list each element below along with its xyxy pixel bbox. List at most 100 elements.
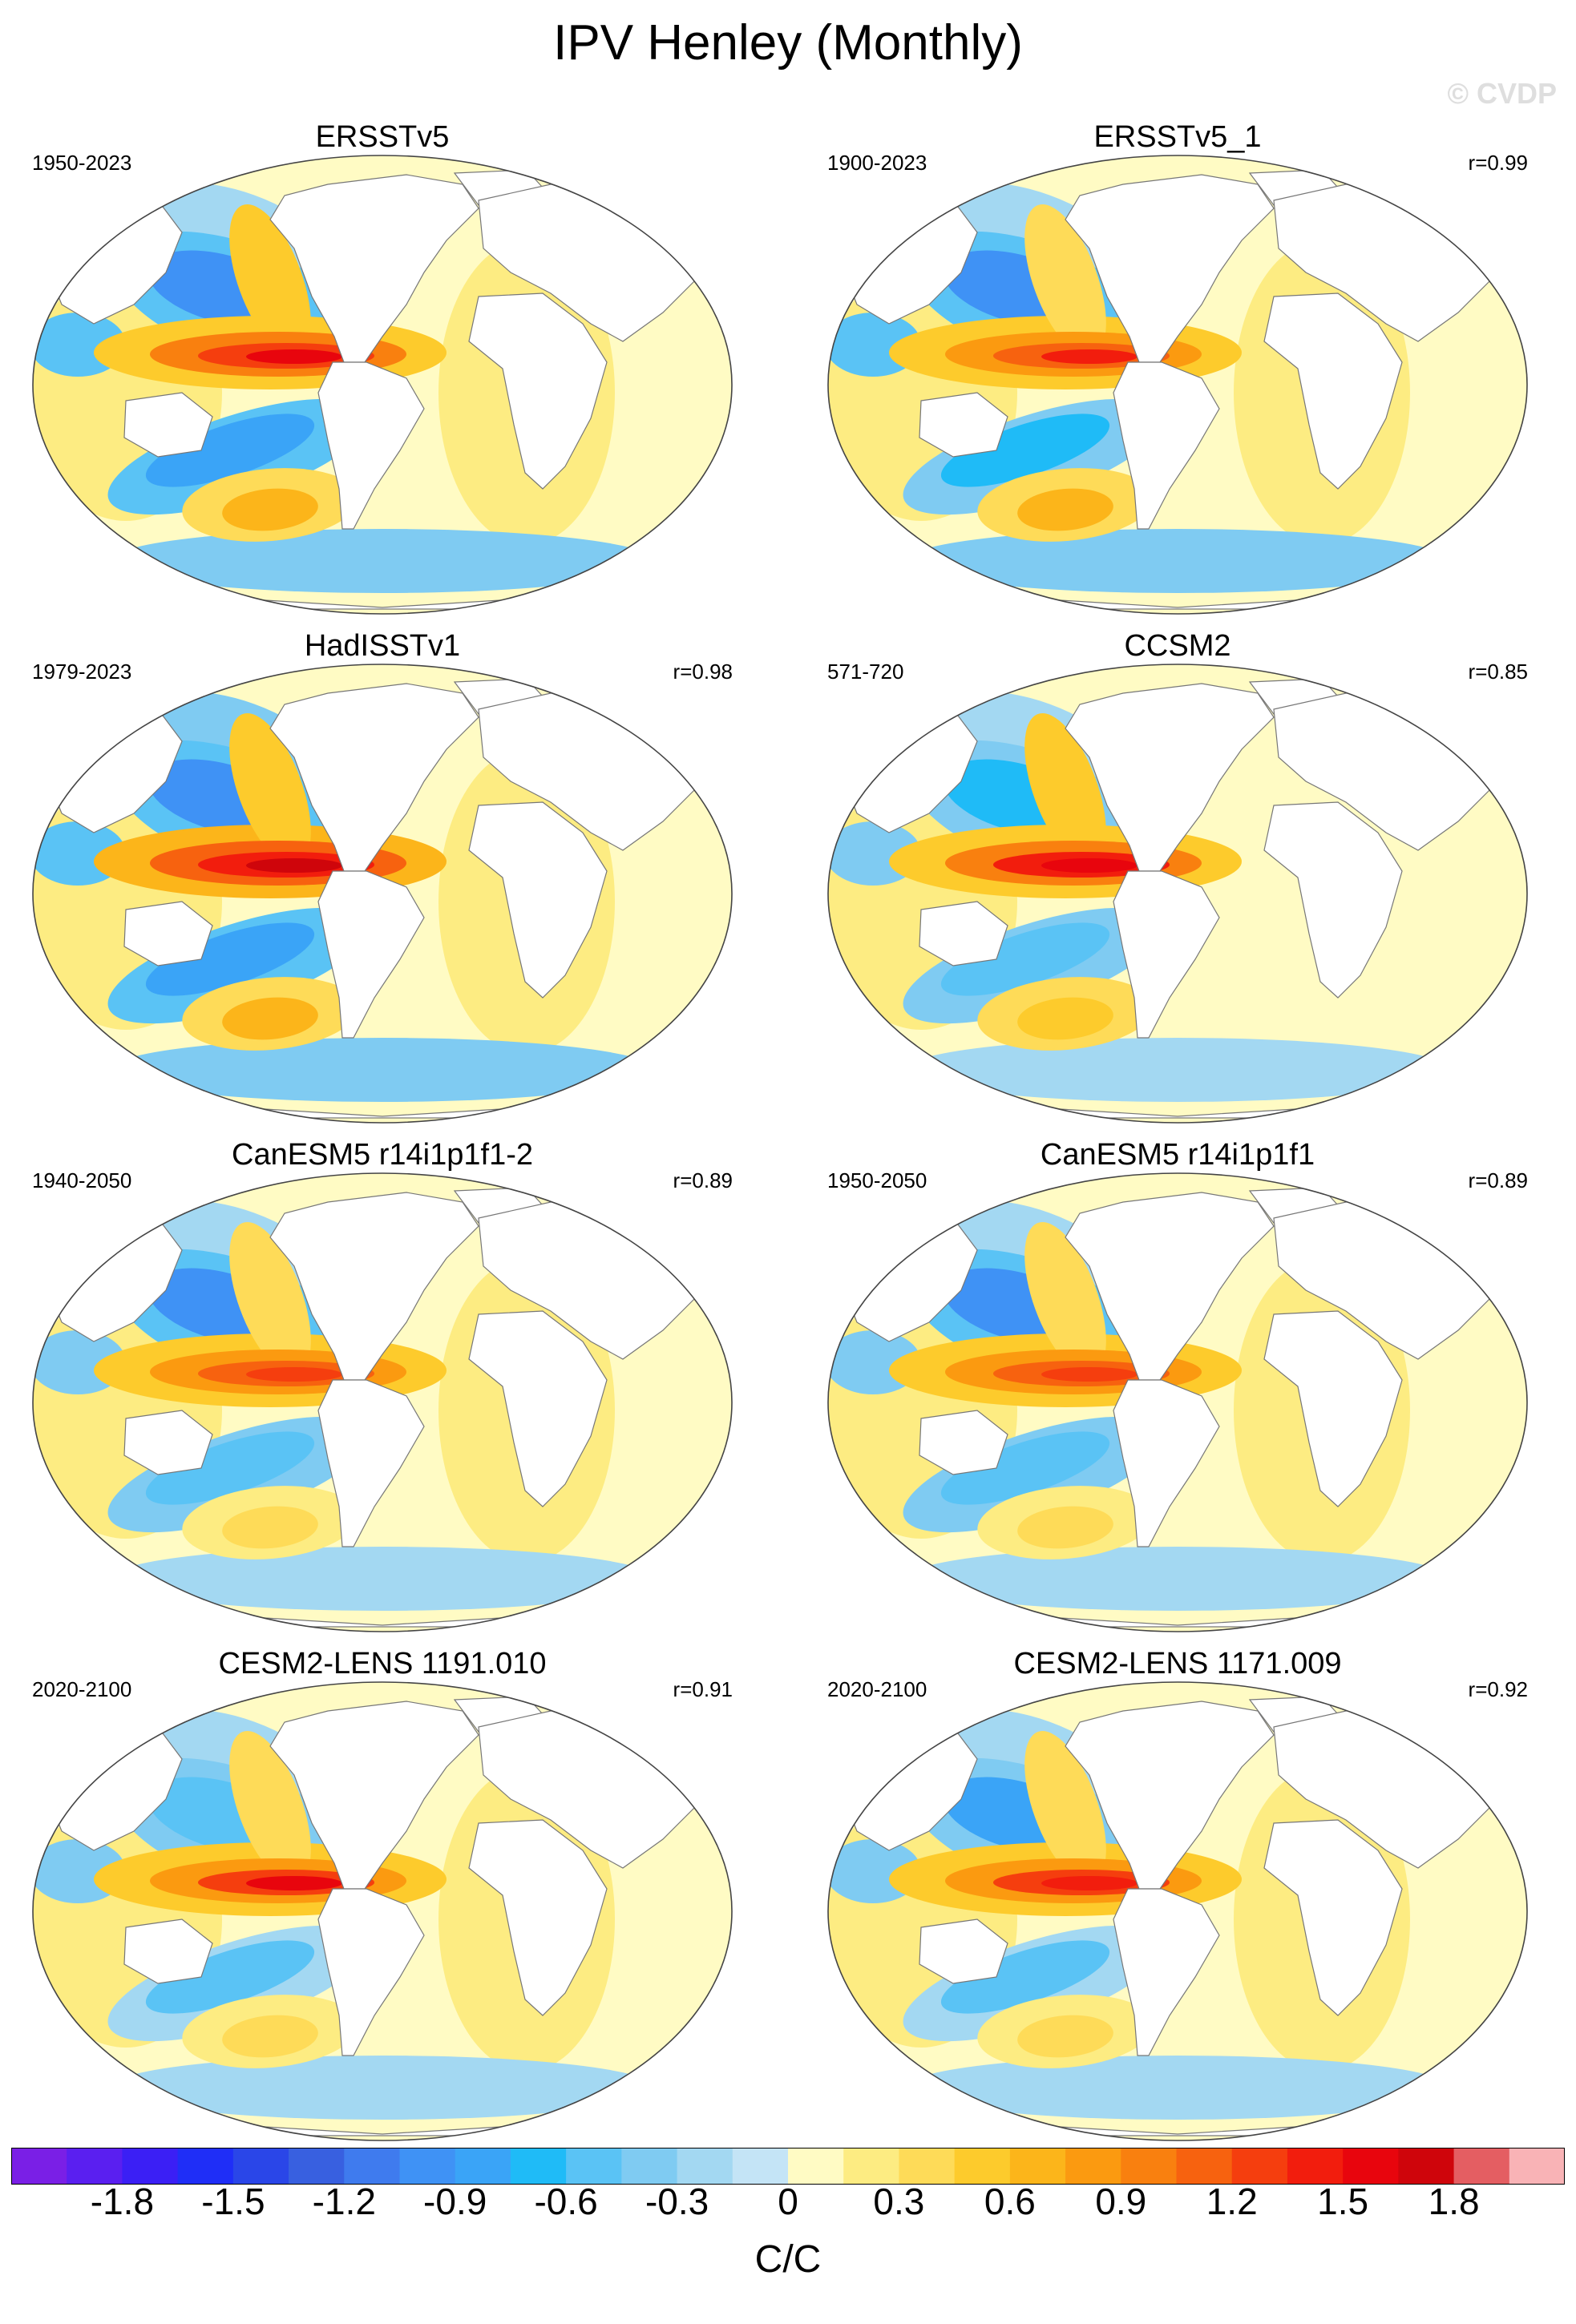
map-border — [827, 1681, 1528, 2141]
colorbar-tick-label: -1.2 — [312, 2181, 376, 2222]
world-map — [827, 1172, 1528, 1632]
panel-period: 1950-2050 — [827, 1168, 927, 1192]
colorbar-units: C/C — [754, 2238, 822, 2281]
colorbar-tick-labels: -1.8 -1.5 -1.2 -0.9 -0.6 -0.3 0 0.3 0.6 0.9 1.2 1.5… — [0, 2180, 1576, 2236]
south-pacific-cool-core — [940, 1940, 1110, 2014]
panel-period: 2020-2100 — [32, 1677, 132, 1701]
map-border — [32, 155, 733, 615]
south-pacific-warm-core — [1017, 997, 1113, 1040]
panel-title: CESM2-LENS 1171.009 — [1013, 1647, 1342, 1680]
colorbar — [11, 2148, 1565, 2185]
colorbar-swatch — [899, 2148, 956, 2185]
world-map — [32, 1681, 733, 2141]
southern-ocean-anomaly — [110, 529, 655, 593]
southern-ocean-anomaly — [905, 2056, 1450, 2120]
south-pacific-cool-core — [940, 1431, 1110, 1505]
equatorial-pacific-warm-core — [1041, 349, 1138, 364]
continent-australia — [123, 901, 213, 966]
south-pacific-warm-core — [222, 488, 318, 531]
colorbar-swatch — [1176, 2148, 1233, 2185]
colorbar-tick-label: -0.3 — [645, 2181, 709, 2222]
equatorial-pacific-warm-core — [246, 858, 342, 873]
northeast-pacific-warm — [229, 1731, 311, 1883]
colorbar-tick-label: -1.5 — [201, 2181, 265, 2222]
equatorial-pacific-warm-core — [1041, 1876, 1138, 1890]
colorbar-swatch — [67, 2148, 123, 2185]
colorbar-swatch — [788, 2148, 844, 2185]
southern-ocean-anomaly — [110, 1547, 655, 1611]
map-panel-hadisstv1: HadISSTv1 1979-2023 r=0.98 — [10, 627, 755, 1140]
continent-africa — [468, 1310, 608, 1507]
equatorial-pacific-warm-core — [1041, 1367, 1138, 1382]
colorbar-swatch — [732, 2148, 789, 2185]
south-pacific-cool-core — [145, 922, 315, 996]
world-map — [827, 155, 1528, 615]
southern-ocean-anomaly — [110, 1038, 655, 1102]
south-pacific-warm-core — [222, 2015, 318, 2058]
colorbar-frame — [11, 2148, 1565, 2185]
southern-ocean-anomaly — [905, 529, 1450, 593]
map-panel-canesm5-r14i1p1f1: CanESM5 r14i1p1f1 1950-2050 r=0.89 — [805, 1136, 1550, 1649]
panel-period: 1950-2023 — [32, 151, 132, 175]
panel-period: 1900-2023 — [827, 151, 927, 175]
colorbar-swatch — [1065, 2148, 1121, 2185]
continent-south-america — [1113, 361, 1220, 530]
panel-correlation: r=0.85 — [1468, 660, 1528, 684]
continent-south-america — [1113, 870, 1220, 1039]
continent-africa — [1263, 1310, 1403, 1507]
continent-south-america — [317, 1379, 425, 1547]
panel-period: 2020-2100 — [827, 1677, 927, 1701]
world-map — [827, 1681, 1528, 2141]
continent-australia — [919, 392, 1008, 458]
colorbar-swatch — [455, 2148, 511, 2185]
continent-africa — [1263, 1819, 1403, 2016]
colorbar-swatch — [399, 2148, 456, 2185]
continent-south-america — [317, 361, 425, 530]
panel-title: ERSSTv5_1 — [1093, 120, 1262, 154]
south-pacific-warm-core — [1017, 488, 1113, 531]
colorbar-swatch — [1509, 2148, 1565, 2185]
south-pacific-cool-core — [940, 414, 1110, 487]
northeast-pacific-warm — [229, 713, 311, 865]
panel-title: CanESM5 r14i1p1f1-2 — [232, 1138, 533, 1172]
continent-africa — [1263, 801, 1403, 999]
continent-north-america — [1065, 683, 1275, 872]
continent-north-america — [1065, 174, 1275, 363]
equatorial-pacific-warm-core — [1041, 858, 1138, 873]
map-panel-canesm5-r14i1p1f1-2: CanESM5 r14i1p1f1-2 1940-2050 r=0.89 — [10, 1136, 755, 1649]
panel-title: CanESM5 r14i1p1f1 — [1040, 1138, 1315, 1172]
map-panel-ersstv5-1: ERSSTv5_1 1900-2023 r=0.99 — [805, 119, 1550, 631]
continent-north-america — [269, 1701, 479, 1890]
colorbar-swatch — [122, 2148, 179, 2185]
page-title: IPV Henley (Monthly) — [553, 15, 1023, 71]
continent-australia — [919, 901, 1008, 966]
colorbar-swatch — [289, 2148, 345, 2185]
panel-correlation: r=0.98 — [673, 660, 733, 684]
colorbar-tick-label: -1.8 — [90, 2181, 155, 2222]
continent-australia — [919, 1410, 1008, 1475]
map-border — [32, 1172, 733, 1632]
northeast-pacific-warm — [229, 1222, 311, 1374]
continent-south-america — [317, 870, 425, 1039]
colorbar-swatch — [1009, 2148, 1066, 2185]
continent-south-america — [317, 1888, 425, 2056]
continent-south-america — [1113, 1379, 1220, 1547]
continent-north-america — [269, 1192, 479, 1381]
northeast-pacific-warm — [1024, 204, 1106, 357]
continent-north-america — [269, 174, 479, 363]
southern-ocean-anomaly — [110, 2056, 655, 2120]
equatorial-pacific-warm-core — [246, 349, 342, 364]
colorbar-tick-label: 0 — [778, 2181, 798, 2222]
watermark-text: © CVDP — [1447, 77, 1557, 110]
equatorial-pacific-warm-core — [246, 1367, 342, 1382]
colorbar-swatch — [1453, 2148, 1510, 2185]
map-border — [827, 155, 1528, 615]
equatorial-pacific-warm-core — [246, 1876, 342, 1890]
map-panel-ccsm2: CCSM2 571-720 r=0.85 — [805, 627, 1550, 1140]
south-pacific-cool-core — [145, 1940, 315, 2014]
map-border — [827, 664, 1528, 1124]
colorbar-swatch — [566, 2148, 622, 2185]
colorbar-swatch — [954, 2148, 1011, 2185]
colorbar-swatch — [1287, 2148, 1344, 2185]
south-pacific-cool-core — [145, 1431, 315, 1505]
